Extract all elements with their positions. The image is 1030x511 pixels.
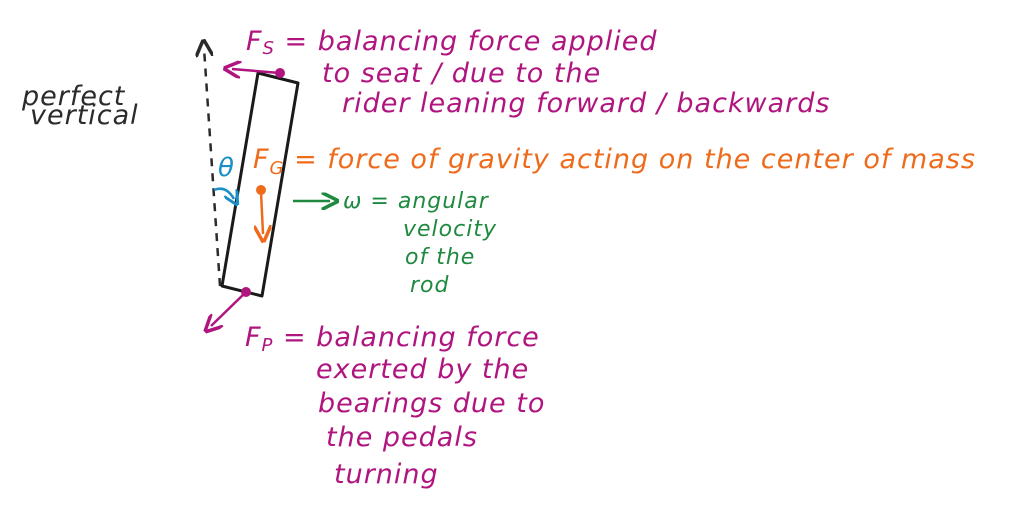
omega-line-2: of the	[405, 245, 475, 270]
fs-equation: = balancing force applied	[275, 26, 658, 57]
fp-description: exerted by the bearings due to the pedal…	[316, 354, 555, 490]
fp-description-line-2: bearings due to	[318, 388, 545, 419]
fg-symbol: F	[253, 144, 270, 175]
fp-description-line-4: turning	[334, 459, 439, 490]
fs-description-line-2: rider leaning forward / backwards	[342, 88, 831, 119]
fg-arrow	[261, 191, 263, 234]
fg-equation: = force of gravity acting on the center …	[284, 144, 975, 175]
fp-definition-label: FP = balancing force	[245, 322, 540, 356]
fs-description: to seat / due to the rider leaning forwa…	[322, 58, 831, 119]
fs-arrow	[232, 69, 281, 73]
theta-label: θ	[218, 153, 234, 183]
fp-description-line-3: the pedals	[326, 422, 478, 453]
fs-definition-label: FS = balancing force applied	[246, 26, 658, 59]
perfect-vertical-line-2: vertical	[30, 100, 139, 131]
rod	[220, 71, 300, 298]
fp-description-line-1: exerted by the	[316, 354, 529, 385]
fs-description-line-1: to seat / due to the	[322, 58, 601, 89]
omega-equation: ω = angular	[343, 189, 490, 214]
fp-arrow	[211, 291, 247, 326]
fs-symbol: F	[246, 26, 263, 57]
theta-angle-arc	[213, 187, 234, 199]
fp-equation: = balancing force	[273, 322, 539, 353]
fg-subscript: G	[270, 158, 285, 179]
omega-line-3: rod	[410, 273, 450, 298]
omega-definition-label: ω = angular velocity of the rod	[343, 189, 505, 298]
perfect-vertical-label: perfect vertical	[21, 81, 139, 131]
fs-subscript: S	[263, 38, 275, 59]
perfect-vertical-dashed-line	[204, 48, 222, 287]
fp-subscript: P	[262, 335, 274, 356]
perfect-vertical-line-1: perfect	[21, 81, 126, 112]
fp-symbol: F	[245, 322, 262, 353]
fg-definition-label: FG = force of gravity acting on the cent…	[253, 144, 976, 179]
omega-line-1: velocity	[403, 217, 497, 242]
fg-center-of-mass-point	[256, 185, 266, 195]
